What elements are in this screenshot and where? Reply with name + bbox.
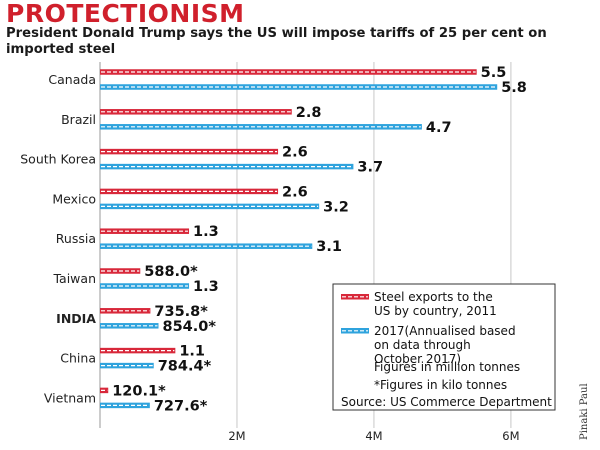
legend-note: Figures in million tonnes [374,360,520,374]
category-label: Taiwan [52,271,96,286]
value-label: 5.5 [481,65,507,81]
x-tick-label: 4M [365,429,382,443]
category-label: INDIA [56,311,96,326]
category-label: Brazil [61,112,96,127]
value-label: 2.8 [296,105,322,121]
legend-entry: Steel exports to the US by country, 2011 [374,290,497,318]
x-tick-label: 6M [502,429,519,443]
bar-2011 [100,109,292,115]
chart-title: PROTECTIONISM [6,0,245,28]
category-label: Canada [48,72,96,87]
value-label: 784.4* [158,359,212,375]
legend-note: *Figures in kilo tonnes [374,378,507,392]
x-tick-label: 2M [228,429,245,443]
value-label: 1.3 [193,224,219,240]
category-label: South Korea [20,152,96,167]
bar-2011 [100,148,279,155]
category-label: Mexico [52,191,96,206]
value-label: 854.0* [162,319,216,335]
value-label: 3.2 [323,199,349,215]
value-label: 5.8 [501,80,527,96]
value-label: 2.6 [282,184,308,200]
value-label: 2.6 [282,145,308,161]
bar-2017 [100,84,498,90]
value-label: 588.0* [144,264,198,280]
value-label: 3.7 [357,160,383,176]
value-label: 735.8* [154,304,208,320]
chart-subtitle: President Donald Trump says the US will … [6,26,547,57]
value-label: 3.1 [316,239,342,255]
value-label: 1.1 [179,344,205,360]
legend-entry: 2017(Annualised based on data through Octo… [374,324,516,366]
bar-2017 [100,163,354,170]
value-label: 120.1* [112,383,166,399]
category-label: Russia [56,231,96,246]
legend-box [332,283,556,411]
source-text: Source: US Commerce Department [341,395,552,409]
bar-2011 [100,188,279,195]
bar-2017 [100,402,150,409]
category-label: China [60,351,96,366]
value-label: 1.3 [193,279,219,295]
credit-text: Pinaki Paul [579,383,590,440]
bar-2017 [100,323,159,329]
value-label: 727.6* [154,398,208,414]
value-label: 4.7 [426,120,452,136]
category-label: Vietnam [44,390,96,405]
